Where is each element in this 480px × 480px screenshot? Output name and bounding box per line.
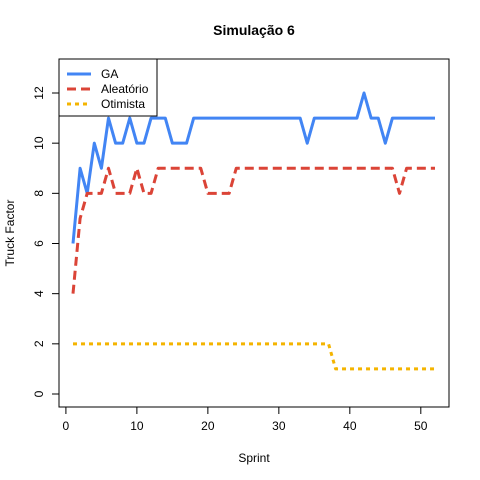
legend-label: Aleatório [101, 82, 149, 96]
y-tick-label: 6 [32, 240, 46, 247]
x-tick-label: 40 [343, 419, 357, 433]
legend-label: Otimista [101, 97, 145, 111]
series-layer [71, 91, 435, 371]
x-tick-label: 10 [130, 419, 144, 433]
chart-title: Simulação 6 [213, 22, 295, 38]
y-tick-label: 8 [32, 190, 46, 197]
y-axis-label: Truck Factor [3, 200, 17, 267]
x-tick-label: 50 [414, 419, 428, 433]
x-axis-label: Sprint [238, 451, 270, 465]
legend-label: GA [101, 67, 118, 81]
x-axis: 0 10 20 30 40 50 [63, 406, 428, 433]
x-tick-label: 20 [201, 419, 215, 433]
y-tick-label: 10 [32, 136, 46, 150]
series-line-2 [71, 166, 435, 294]
y-tick-label: 2 [32, 340, 46, 347]
x-tick-label: 30 [272, 419, 286, 433]
y-tick-label: 4 [32, 290, 46, 297]
y-tick-label: 12 [32, 86, 46, 100]
y-axis: 0 2 4 6 8 10 12 [32, 86, 60, 397]
y-tick-label: 0 [32, 390, 46, 397]
x-tick-label: 0 [63, 419, 70, 433]
series-line-1 [71, 91, 435, 244]
series-line-3 [73, 342, 435, 371]
